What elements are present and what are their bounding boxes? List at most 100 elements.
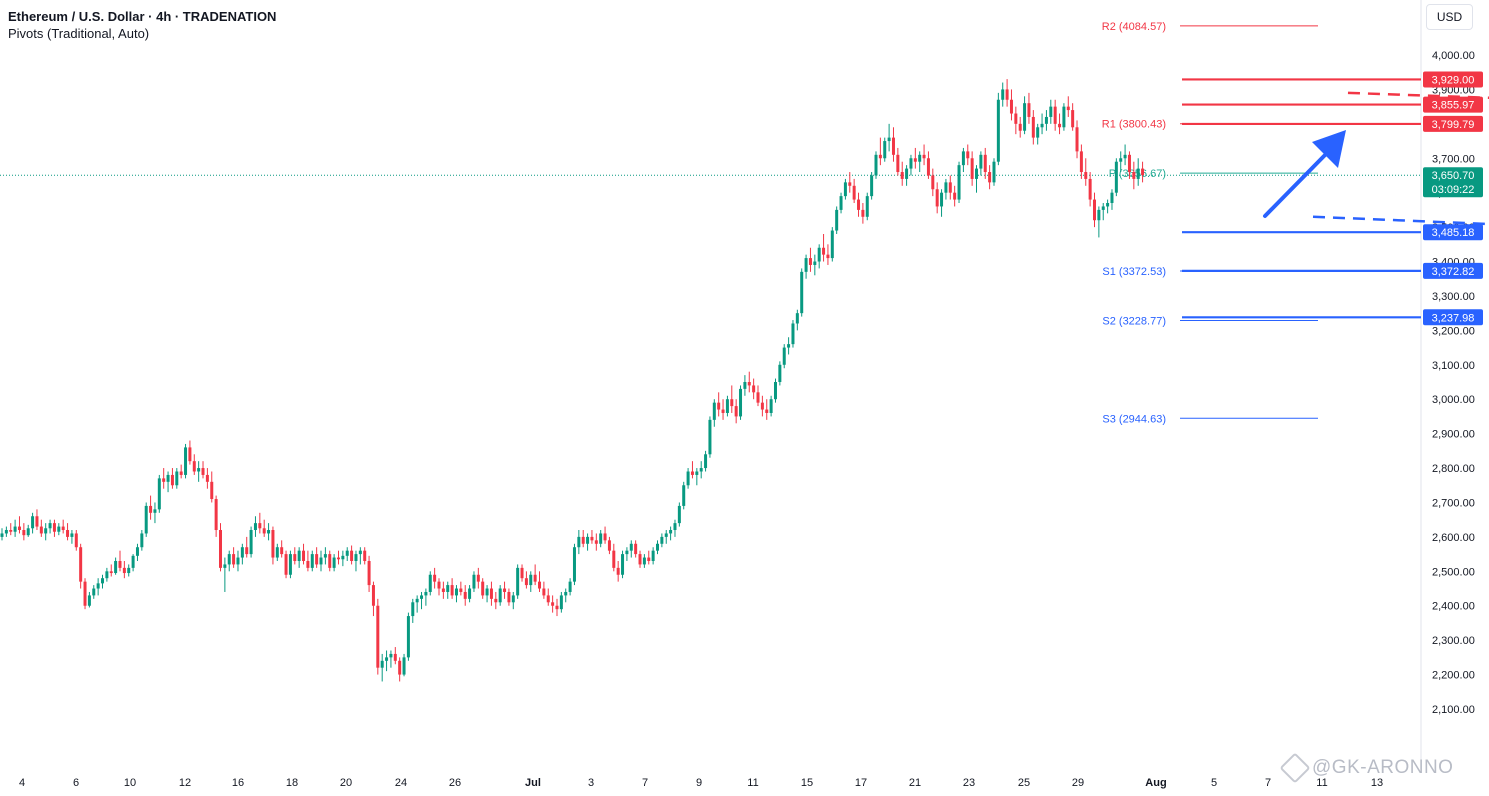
candle-body — [900, 172, 904, 179]
candle-body — [328, 554, 332, 568]
arrow-head-icon[interactable] — [1312, 130, 1346, 168]
candle-body — [695, 471, 699, 475]
candle-body — [739, 388, 743, 417]
trendlines[interactable] — [1312, 91, 1489, 234]
watermark: @GK-ARONNO — [1279, 752, 1453, 784]
candle-body — [542, 588, 546, 596]
pivot-levels: R2 (4084.57)R1 (3800.43)P (3656.67)S1 (3… — [1102, 21, 1318, 425]
candle-body — [144, 505, 148, 534]
candle-body — [516, 567, 520, 596]
candle-body — [830, 230, 834, 259]
currency-button[interactable]: USD — [1426, 4, 1473, 30]
candle-body — [332, 557, 336, 568]
candle-body — [887, 137, 891, 142]
price-tick-label: 2,800.00 — [1432, 463, 1475, 475]
candle-body — [66, 530, 70, 537]
candle-body — [302, 550, 306, 561]
support-trendline[interactable] — [1312, 215, 1489, 234]
candle-body — [105, 571, 109, 579]
candle-body — [822, 247, 826, 255]
time-tick-label: 5 — [1211, 777, 1217, 789]
projection-arrow[interactable] — [1263, 130, 1346, 218]
indicator-label[interactable]: Pivots (Traditional, Auto) — [8, 26, 150, 41]
time-tick-label: 18 — [286, 777, 298, 789]
candle-body — [1079, 151, 1083, 173]
candle-body — [590, 536, 594, 541]
candle-body — [1141, 168, 1145, 176]
candle-body — [878, 154, 882, 159]
candle-body — [1114, 161, 1118, 193]
candle-body — [459, 588, 463, 592]
candle-body — [385, 657, 389, 661]
candle-body — [529, 574, 533, 586]
candle-body — [865, 196, 869, 217]
candle-body — [835, 209, 839, 231]
candle-body — [725, 399, 729, 413]
candle-body — [232, 554, 236, 565]
horizontal-levels[interactable] — [1182, 78, 1421, 319]
candle-body — [35, 516, 39, 527]
candle-body — [511, 595, 515, 603]
candle-body — [118, 560, 122, 568]
arrow-shaft[interactable] — [1263, 152, 1328, 218]
candle-body — [406, 616, 410, 658]
candle-body — [782, 347, 786, 365]
candle-body — [284, 554, 288, 575]
candle-body — [1062, 106, 1066, 128]
candle-body — [227, 554, 231, 565]
candle-body — [1005, 89, 1009, 100]
candles — [0, 79, 1145, 682]
candle-body — [205, 474, 209, 482]
candle-body — [489, 588, 493, 599]
candle-body — [730, 399, 734, 407]
candle-body — [669, 530, 673, 534]
candle-body — [673, 523, 677, 531]
candle-body — [559, 595, 563, 610]
price-tick-label: 2,900.00 — [1432, 429, 1475, 441]
candle-body — [686, 471, 690, 486]
candle-body — [586, 536, 590, 544]
time-tick-label: 11 — [1316, 777, 1327, 789]
candle-body — [546, 595, 550, 603]
candle-body — [157, 478, 161, 510]
candle-body — [524, 578, 528, 586]
candle-body — [533, 574, 537, 582]
candle-body — [983, 154, 987, 173]
candle-body — [708, 419, 712, 455]
candle-body — [857, 199, 861, 210]
price-axis[interactable]: 2,100.00 2,200.00 2,300.00 2,400.00 2,500.00… — [1432, 50, 1475, 716]
candle-body — [70, 533, 74, 537]
candle-body — [48, 523, 52, 529]
candle-body — [839, 196, 843, 210]
candle-body — [988, 172, 992, 183]
candle-body — [371, 585, 375, 606]
resistance-trendline[interactable] — [1347, 91, 1489, 107]
candle-body — [109, 571, 113, 574]
price-tick-label: 2,300.00 — [1432, 635, 1475, 647]
candle-body — [420, 595, 424, 599]
candle-body — [476, 574, 480, 582]
time-tick-label: 13 — [1371, 777, 1383, 789]
candle-body — [979, 154, 983, 169]
symbol-title[interactable]: Ethereum / U.S. Dollar · 4h · TRADENATIO… — [8, 9, 277, 24]
candle-body — [826, 254, 830, 259]
candle-body — [26, 528, 30, 536]
candle-body — [800, 271, 804, 314]
time-tick-label: Jul — [525, 777, 541, 789]
candle-body — [948, 182, 952, 193]
price-tick-label: 2,700.00 — [1432, 497, 1475, 509]
candle-body — [1066, 106, 1070, 111]
candle-body — [503, 588, 507, 592]
candle-body — [472, 574, 476, 589]
candle-body — [140, 533, 144, 548]
time-axis[interactable]: 4 6 10 12 16 18 20 24 26 Jul 3 7 9 11 15 17 21 23 25 29 Aug 5… — [19, 777, 1383, 789]
candle-body — [625, 550, 629, 555]
candle-body — [599, 533, 603, 544]
candle-body — [315, 554, 319, 565]
candle-body — [210, 481, 214, 500]
candle-body — [214, 499, 218, 531]
level-price-tag: 3,237.98 — [1432, 312, 1475, 324]
price-tick-label: 4,000.00 — [1432, 50, 1475, 62]
candle-body — [376, 605, 380, 668]
